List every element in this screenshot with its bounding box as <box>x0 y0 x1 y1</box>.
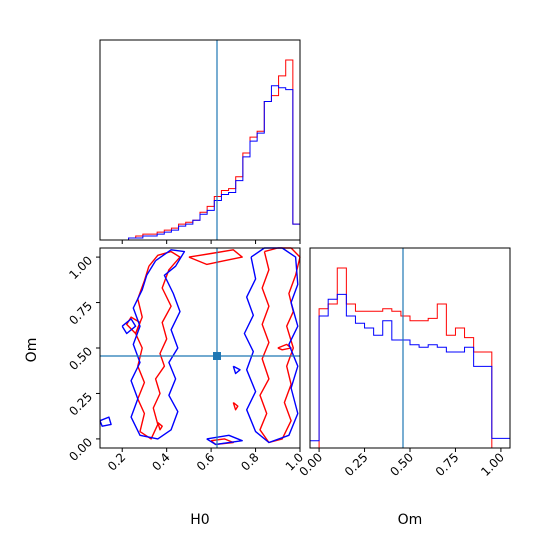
om-hist-x-ticklabel-4: 1.00 <box>478 450 507 479</box>
contour-blue-5 <box>206 434 243 446</box>
contour-red-4 <box>232 401 239 411</box>
om-hist-x-ticklabel-3: 0.75 <box>433 450 462 479</box>
contour-y-ticklabel-0: 0.00 <box>66 435 95 464</box>
h0-histogram-frame <box>99 39 301 241</box>
x-axis-label-om: Om <box>398 512 423 528</box>
contour-x-ticklabel-3: 0.8 <box>238 450 261 473</box>
truth-marker <box>213 352 221 360</box>
h0-hist-series-blue <box>100 85 301 241</box>
contour-blue-4 <box>232 365 241 375</box>
contour-red-5 <box>157 421 163 431</box>
om-histogram-panel: 0.00 0.25 0.50 0.75 1.00 Om <box>296 247 511 528</box>
contour-x-ticklabel-0: 0.2 <box>105 450 128 473</box>
contour-blue-1 <box>243 247 299 444</box>
om-hist-series-blue <box>309 293 511 448</box>
contour-blue-3 <box>121 318 137 335</box>
contour-y-ticklabel-1: 0.25 <box>66 390 95 419</box>
contour-x-ticklabel-2: 0.6 <box>194 450 217 473</box>
contour-frame <box>99 247 301 449</box>
y-axis-label-om: Om <box>24 338 40 363</box>
x-axis-label-h0: H0 <box>190 512 209 528</box>
om-histogram-frame <box>309 247 511 449</box>
contour-red-2 <box>259 247 301 444</box>
om-hist-x-ticklabel-0: 0.00 <box>296 450 325 479</box>
contour-red-3 <box>126 316 141 334</box>
h0-hist-series-red <box>100 59 301 241</box>
om-hist-x-ticklabel-2: 0.50 <box>387 450 416 479</box>
h0-om-contour-panel: 0.2 0.4 0.6 0.8 1.0 0.000.250.500.751.00 H0 … <box>24 247 306 528</box>
h0-histogram-panel <box>99 39 301 244</box>
om-hist-series-red <box>310 267 510 449</box>
contour-blue-2 <box>99 416 112 427</box>
contour-blue-0 <box>130 249 186 440</box>
contour-y-ticklabel-2: 0.50 <box>66 344 95 373</box>
contour-x-ticklabel-1: 0.4 <box>149 450 172 473</box>
contour-y-ticklabel-4: 1.00 <box>66 253 95 282</box>
contour-red-0 <box>134 250 181 440</box>
om-hist-x-ticklabel-1: 0.25 <box>342 450 371 479</box>
contour-y-ticklabel-3: 0.75 <box>66 299 95 328</box>
contour-red-1 <box>188 249 243 266</box>
